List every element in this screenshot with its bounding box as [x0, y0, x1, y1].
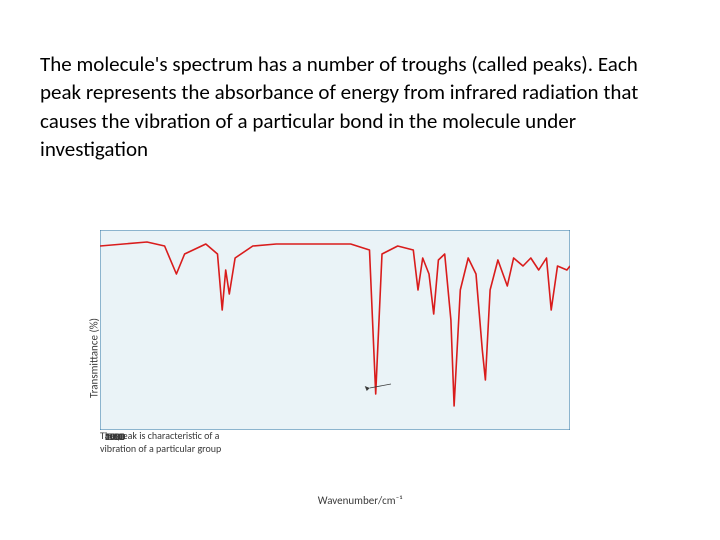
peak-annotation: The peak is characteristic of a vibratio… — [100, 430, 270, 455]
x-axis-label: Wavenumber/cm⁻¹ — [318, 494, 402, 507]
y-axis-label: Transmittance (%) — [88, 318, 101, 398]
ir-spectrum-plot — [100, 230, 570, 430]
description-text: The molecule's spectrum has a number of … — [40, 50, 640, 163]
annotation-line1: The peak is characteristic of a — [100, 429, 219, 442]
annotation-line2: vibration of a particular group — [100, 442, 221, 455]
ir-spectrum-figure: Transmittance (%) Wavenumber/cm⁻¹ 050100… — [100, 230, 620, 485]
slide-page: The molecule's spectrum has a number of … — [0, 0, 720, 540]
